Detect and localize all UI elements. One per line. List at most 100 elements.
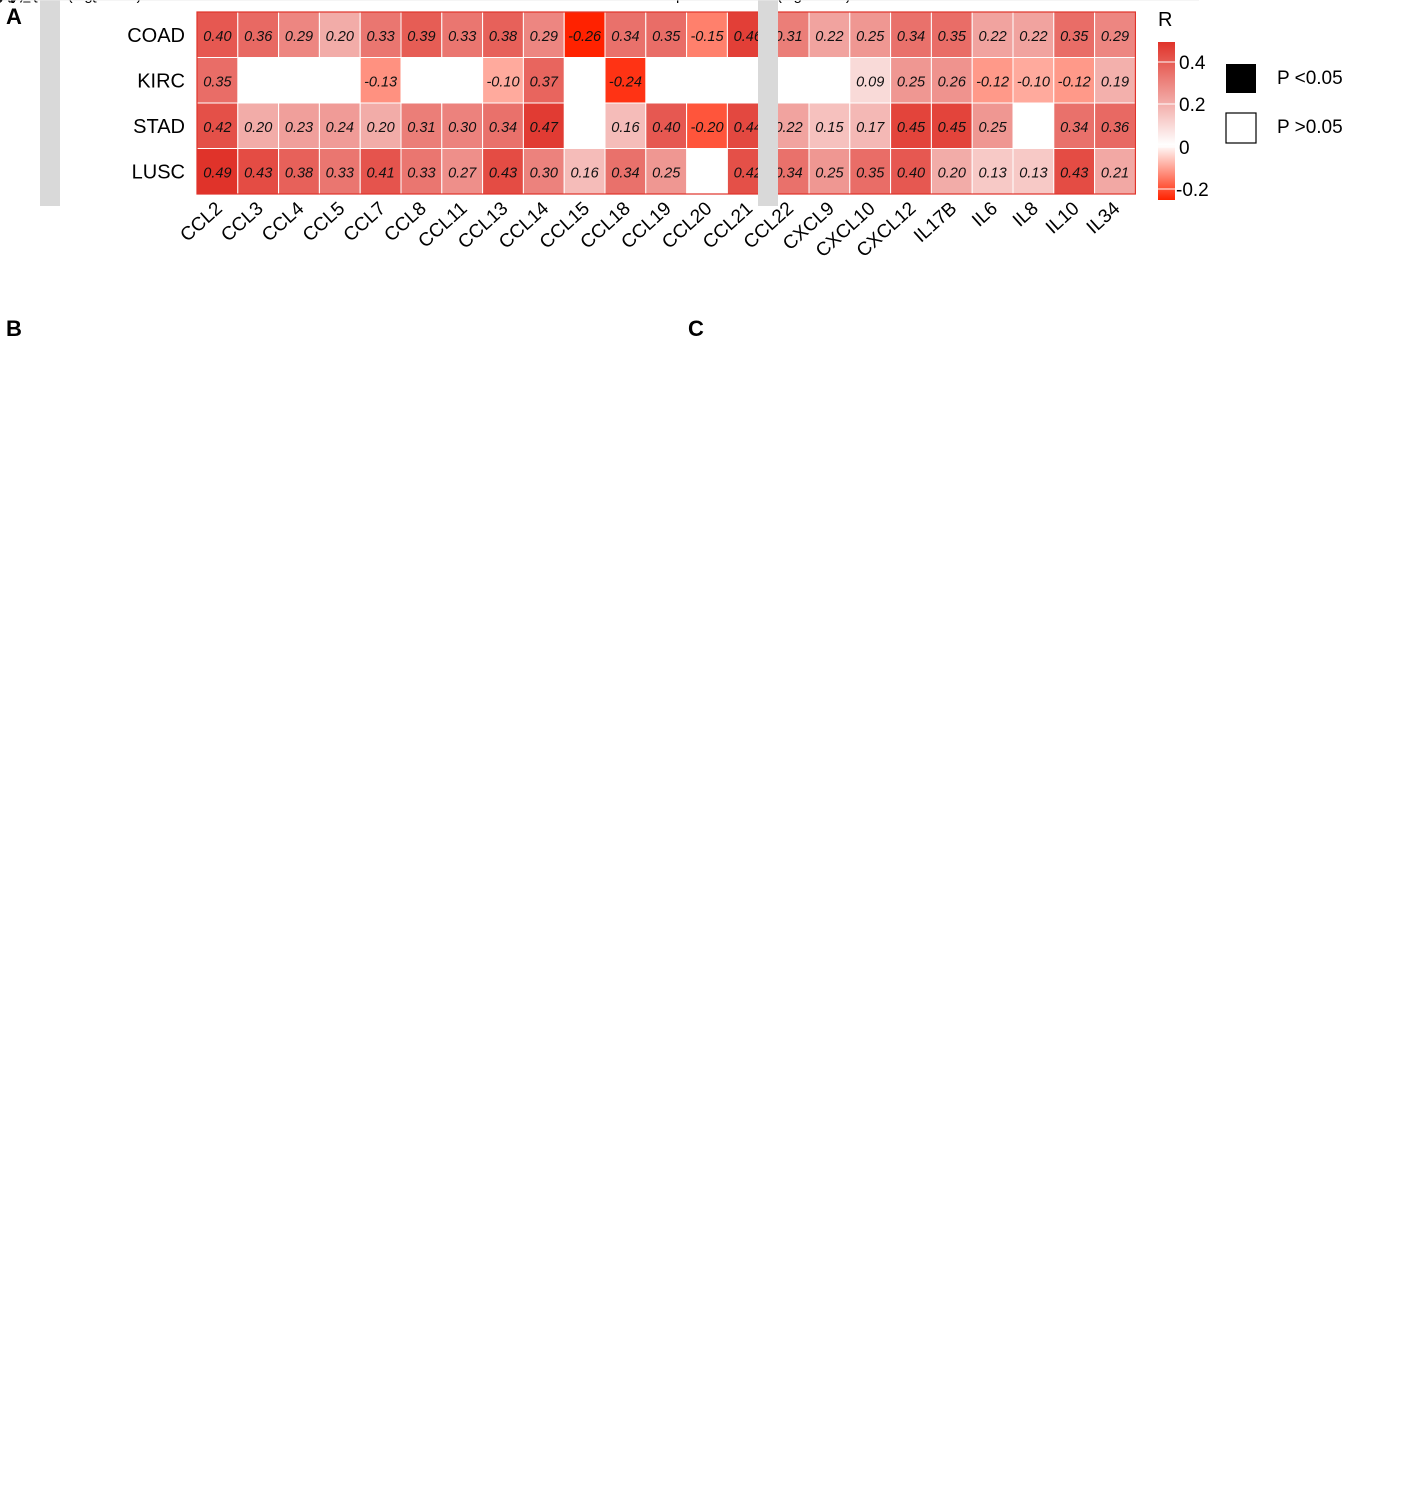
heatmap-cell-label: 0.34	[611, 29, 639, 45]
heatmap-cell-label: 0.30	[530, 165, 558, 181]
heatmap-cell-label: 0.45	[938, 120, 967, 136]
heatmap-cell-label: 0.47	[530, 120, 559, 136]
heatmap-cell-empty	[687, 149, 728, 195]
heatmap-column-label: IL10	[1042, 198, 1084, 238]
legend-tick: 0	[1179, 138, 1190, 159]
heatmap-column-label: CCL5	[299, 198, 349, 246]
heatmap-row-label: LUSC	[132, 161, 185, 183]
heatmap-cell-label: 0.33	[448, 29, 476, 45]
heatmap-cell-label: 0.22	[815, 29, 843, 45]
heatmap-cell-label: 0.16	[611, 120, 640, 136]
heatmap-cell-label: -0.10	[1017, 74, 1050, 90]
heatmap-cell-label: 0.34	[897, 29, 925, 45]
heatmap-cell-label: 0.35	[856, 165, 885, 181]
heatmap-cell-empty	[238, 58, 279, 104]
legend-title: R	[1158, 9, 1172, 31]
heatmap-cell-label: 0.31	[407, 120, 435, 136]
heatmap-cell-label: 0.15	[815, 120, 844, 136]
heatmap-cell-label: 0.43	[244, 165, 272, 181]
heatmap-cell-label: 0.22	[774, 120, 802, 136]
heatmap-cell-label: -0.13	[364, 74, 397, 90]
heatmap-cell-label: 0.49	[203, 165, 231, 181]
heatmap-cell-label: 0.36	[244, 29, 273, 45]
heatmap-cell-label: 0.13	[978, 165, 1006, 181]
sig-legend-box	[1226, 64, 1256, 93]
cancer-strip	[40, 0, 60, 206]
heatmap-cell-label: 0.25	[978, 120, 1007, 136]
heatmap-cell-label: 0.29	[285, 29, 313, 45]
heatmap-cell-label: -0.26	[568, 29, 602, 45]
heatmap-row-label: COAD	[127, 25, 185, 47]
heatmap-cell-label: 0.09	[856, 74, 884, 90]
heatmap-cell-label: 0.34	[774, 165, 802, 181]
heatmap-cell-label: 0.29	[530, 29, 558, 45]
heatmap-cell-empty	[319, 58, 360, 104]
heatmap-cell-label: 0.40	[897, 165, 925, 181]
heatmap-cell-label: 0.37	[530, 74, 559, 90]
heatmap-cell-label: 0.43	[1060, 165, 1088, 181]
heatmap-cell-label: 0.17	[856, 120, 885, 136]
panel-label-c: C	[688, 316, 704, 341]
heatmap-cell-label: 0.33	[407, 165, 435, 181]
heatmap-cell-empty	[1013, 103, 1054, 149]
heatmap-cell-label: 0.25	[897, 74, 926, 90]
heatmap-cell-label: 0.45	[897, 120, 926, 136]
heatmap-cell-label: 0.35	[938, 29, 967, 45]
heatmap-cell-label: 0.43	[489, 165, 517, 181]
heatmap-cell-label: -0.20	[690, 120, 723, 136]
heatmap-cell-label: 0.21	[1101, 165, 1129, 181]
heatmap-column-label: IL8	[1009, 198, 1043, 231]
heatmap-cell-label: 0.22	[978, 29, 1006, 45]
heatmap-chart: COAD 0.40 0.36 0.29 0.20 0.33 0.39 0.33 0.38 0.29…	[127, 12, 1135, 262]
heatmap-row-label: KIRC	[137, 70, 185, 92]
heatmap-cell-label: -0.10	[486, 74, 519, 90]
heatmap-cell-label: 0.20	[938, 165, 966, 181]
heatmap-cell-label: 0.36	[1101, 120, 1130, 136]
heatmap-cell-label: 0.34	[611, 165, 639, 181]
heatmap-cell-label: 0.38	[489, 29, 517, 45]
heatmap-cell-empty	[564, 58, 605, 104]
legend-tick: 0.4	[1179, 53, 1206, 74]
heatmap-cell-label: 0.20	[326, 29, 354, 45]
heatmap-cell-label: 0.25	[856, 29, 885, 45]
heatmap-cell-empty	[687, 58, 728, 104]
heatmap-cell-label: 0.41	[366, 165, 394, 181]
nonsig-legend-label: P >0.05	[1277, 117, 1343, 138]
panel-label-b: B	[6, 316, 22, 341]
heatmap-cell-label: -0.15	[690, 29, 724, 45]
heatmap-cell-label: 0.27	[448, 165, 477, 181]
heatmap-cell-empty	[279, 58, 320, 104]
heatmap-column-label: CCL3	[217, 198, 267, 246]
heatmap-cell-label: 0.20	[244, 120, 272, 136]
heatmap-column-label: IL6	[968, 198, 1002, 231]
heatmap-cell-empty	[646, 58, 687, 104]
heatmap-cell-label: 0.44	[734, 120, 762, 136]
heatmap-cell-label: 0.42	[734, 165, 762, 181]
heatmap-column-label: CCL4	[258, 198, 308, 246]
heatmap-cell-label: 0.25	[652, 165, 681, 181]
heatmap-row-label: STAD	[133, 116, 185, 138]
color-legend: R 0.4 0.2 0 -0.2 P <0.05 P >0.05	[1158, 9, 1343, 201]
heatmap-cell-label: 0.25	[815, 165, 844, 181]
heatmap-cell-empty	[442, 58, 483, 104]
heatmap-cell-label: 0.35	[203, 74, 232, 90]
heatmap-cell-label: 0.33	[366, 29, 394, 45]
heatmap-cell-label: 0.29	[1101, 29, 1129, 45]
nonsig-legend-box	[1226, 113, 1256, 143]
heatmap-cell-label: 0.34	[489, 120, 517, 136]
heatmap-cell-label: 0.24	[326, 120, 354, 136]
heatmap-cell-label: -0.24	[609, 74, 642, 90]
heatmap-cell-empty	[809, 58, 850, 104]
heatmap-cell-label: -0.12	[1058, 74, 1091, 90]
heatmap-cell-label: 0.23	[285, 120, 313, 136]
heatmap-cell-label: 0.31	[774, 29, 802, 45]
heatmap-cell-label: 0.35	[652, 29, 681, 45]
heatmap-cell-label: 0.16	[570, 165, 599, 181]
panel-label-a: A	[6, 4, 22, 29]
heatmap-cell-label: 0.42	[203, 120, 231, 136]
heatmap-cell-label: 0.38	[285, 165, 313, 181]
heatmap-cell-label: 0.33	[326, 165, 354, 181]
legend-tick: -0.2	[1176, 180, 1209, 201]
heatmap-cell-label: 0.30	[448, 120, 476, 136]
